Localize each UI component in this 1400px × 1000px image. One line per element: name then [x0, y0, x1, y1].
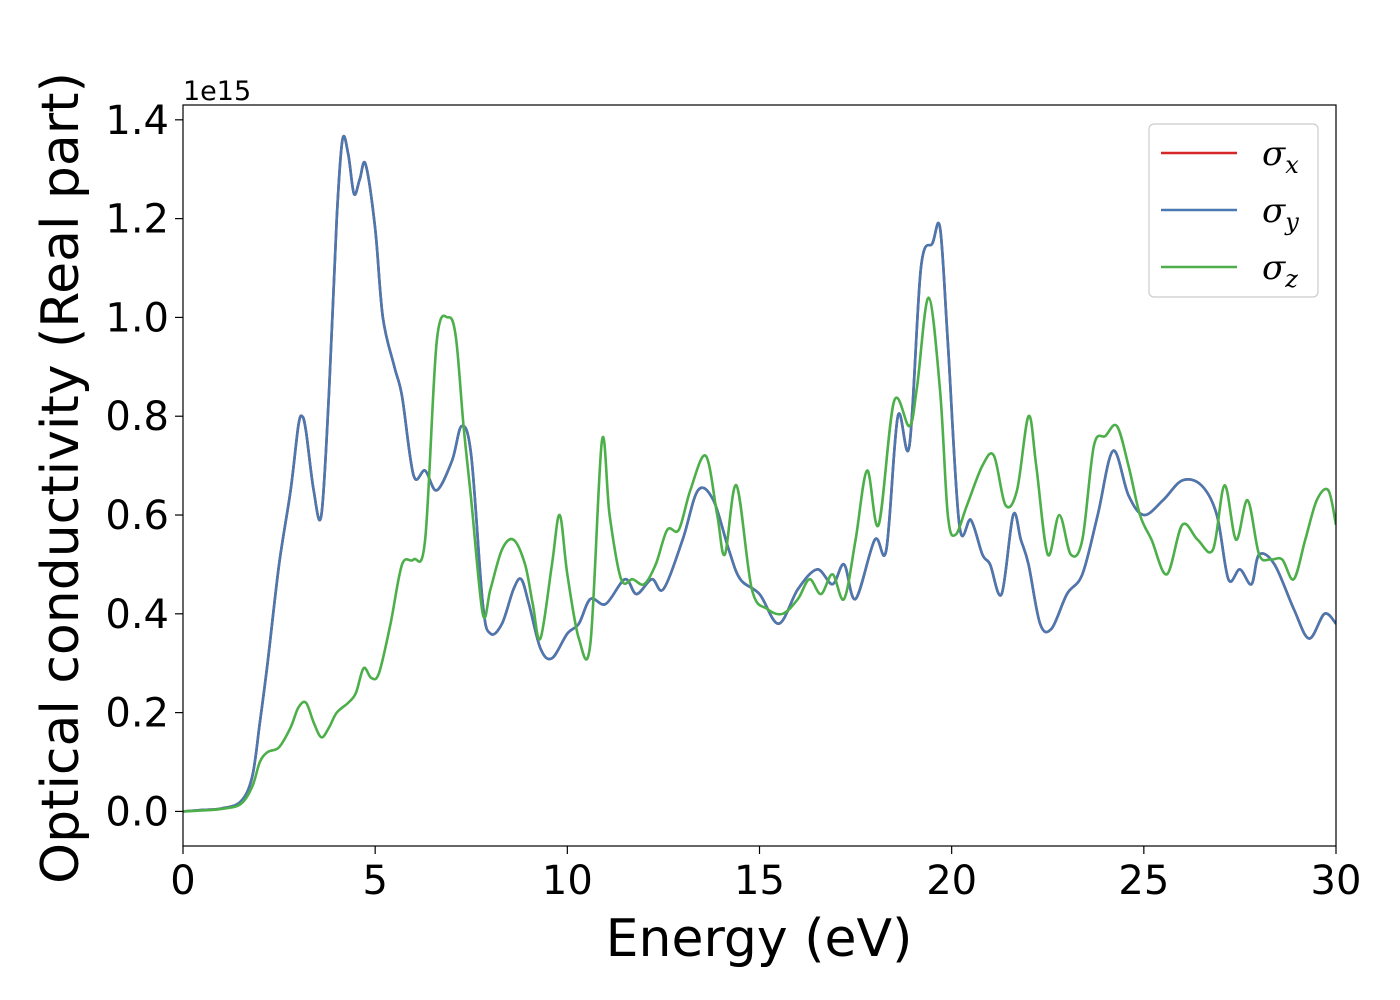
y-tick-label: 0.4 [105, 592, 169, 638]
x-tick-label: 0 [170, 858, 195, 904]
legend-label-z: σz [1262, 248, 1298, 293]
y-tick-label: 0.0 [105, 789, 169, 835]
legend-label-y: σy [1262, 191, 1299, 236]
x-tick-label: 15 [734, 858, 785, 904]
y-tick-label: 1.4 [105, 98, 169, 144]
y-tick-label: 0.6 [105, 493, 169, 539]
x-tick-label: 25 [1118, 858, 1169, 904]
y-tick-label: 1.0 [105, 295, 169, 341]
y-offset-text: 1e15 [183, 76, 251, 107]
x-tick-label: 20 [926, 858, 977, 904]
legend-label-x: σx [1262, 134, 1299, 179]
x-axis-label: Energy (eV) [606, 909, 913, 969]
x-tick-label: 5 [362, 858, 387, 904]
series-line-z [183, 296, 1336, 813]
y-tick-label: 1.2 [105, 197, 169, 243]
y-axis: 0.0 0.2 0.4 0.6 0.8 1.0 1.2 1.4 [105, 98, 183, 835]
x-tick-label: 10 [542, 858, 593, 904]
y-tick-label: 0.2 [105, 691, 169, 737]
x-tick-label: 30 [1311, 858, 1362, 904]
x-axis: 0 5 10 15 20 25 30 [170, 846, 1361, 904]
series-line-y [183, 134, 1336, 813]
plot-lines [183, 134, 1336, 813]
legend: σx σy σz [1148, 123, 1319, 298]
y-tick-label: 0.8 [105, 394, 169, 440]
y-axis-label: Optical conductivity (Real part) [31, 72, 91, 884]
